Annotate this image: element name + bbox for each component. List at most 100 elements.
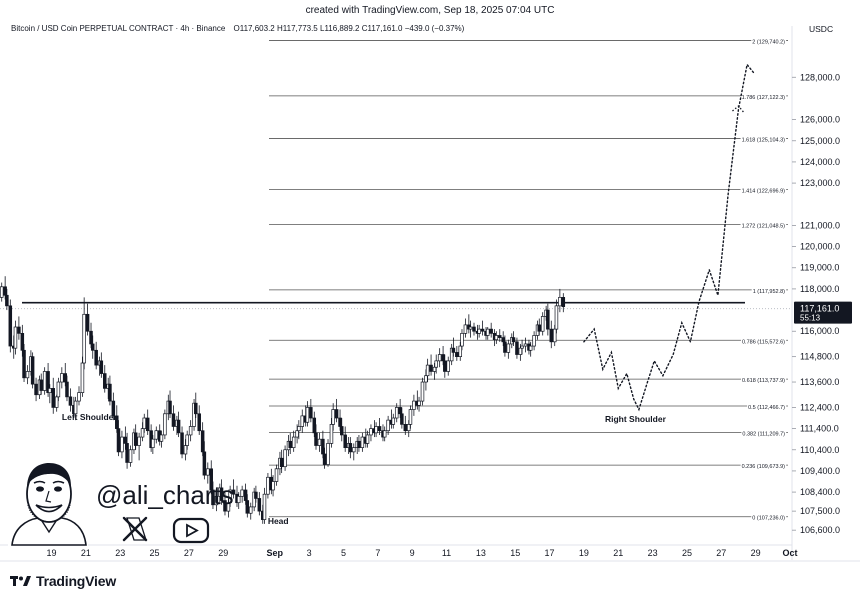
candle-body <box>42 371 47 391</box>
fib-label-bg <box>740 464 787 471</box>
candle-body <box>329 424 334 444</box>
candle-body <box>520 345 524 349</box>
x-tick-label: 21 <box>81 548 91 558</box>
candle-body <box>343 434 347 448</box>
candle-body <box>108 383 112 402</box>
candle-body <box>125 443 129 463</box>
avatar-nose <box>45 490 52 503</box>
currency-label[interactable]: USDC <box>809 24 834 34</box>
candle-body <box>3 286 7 296</box>
x-tick-label: 3 <box>307 548 312 558</box>
candle-body <box>116 428 121 453</box>
candle-body <box>128 449 133 463</box>
candle-body <box>13 326 18 349</box>
fib-level-label: 0.618 (113,737.9) <box>742 378 785 384</box>
candle-body <box>360 436 365 448</box>
candle-body <box>429 364 433 372</box>
symbol-title[interactable]: Bitcoin / USD Coin PERPETUAL CONTRACT · … <box>11 24 226 33</box>
x-tick-label: 23 <box>115 548 125 558</box>
fib-label-bg <box>751 39 787 46</box>
tradingview-logo-text: TradingView <box>36 573 117 589</box>
fib-label-bg <box>740 223 787 230</box>
candle-body <box>432 366 437 372</box>
candle-body <box>56 381 61 398</box>
candle-body <box>425 364 430 377</box>
avatar-right-eye <box>54 486 62 492</box>
candle-body <box>200 430 205 453</box>
candle-body <box>283 449 287 468</box>
candle-body <box>103 373 107 389</box>
y-tick-label: 110,400.0 <box>800 445 839 455</box>
candle-body <box>480 328 485 332</box>
fib-label-bg <box>751 515 787 522</box>
x-tick-label: 13 <box>476 548 486 558</box>
candle-body <box>400 413 404 425</box>
candle-body <box>561 297 566 308</box>
y-tick-label: 111,400.0 <box>800 424 839 434</box>
candle-body <box>274 468 279 482</box>
fib-level-label: 0.236 (109,673.9) <box>742 464 786 470</box>
candle-body <box>300 415 305 427</box>
candle-body <box>60 373 64 383</box>
candle-body <box>228 489 232 504</box>
candle-body <box>142 417 147 429</box>
fib-level-label: 1.414 (122,696.9) <box>742 189 786 195</box>
fib-label-bg <box>741 431 787 438</box>
fib-label-bg <box>740 94 787 101</box>
x-tick-label: 19 <box>47 548 57 558</box>
youtube-play-icon <box>186 523 199 538</box>
candle-body <box>511 337 516 343</box>
y-tick-label: 108,400.0 <box>800 487 840 497</box>
candle-body <box>348 443 353 453</box>
candle-body <box>159 434 164 442</box>
symbol-header: Bitcoin / USD Coin PERPETUAL CONTRACT · … <box>11 24 464 33</box>
candle-body <box>455 352 459 357</box>
fib-level-label: 1.272 (121,048.5) <box>742 223 786 229</box>
y-tick-label: 114,800.0 <box>800 352 839 362</box>
y-tick-label: 123,000.0 <box>800 178 840 188</box>
candle-body <box>417 400 421 406</box>
candle-body <box>279 457 284 468</box>
candle-body <box>540 316 545 332</box>
avatar-beard <box>27 504 71 523</box>
candle-body <box>30 356 35 385</box>
candle-body <box>140 428 145 438</box>
candle-body <box>523 343 528 347</box>
ohlc-change: −439.0 (−0.37%) <box>404 24 465 33</box>
candle-body <box>403 424 408 432</box>
candle-body <box>291 436 296 448</box>
y-tick-label: 112,400.0 <box>800 402 839 412</box>
tradingview-logo-icon <box>10 576 31 586</box>
candle-body <box>506 343 511 353</box>
candle-body <box>206 468 210 476</box>
candle-body <box>340 426 344 436</box>
candle-body <box>123 436 128 444</box>
candle-body <box>463 324 468 334</box>
candle-body <box>386 419 390 432</box>
pattern-label: Head <box>268 516 289 526</box>
tradingview-logo[interactable]: TradingView <box>10 573 116 589</box>
candle-body <box>266 476 270 495</box>
candle-body <box>0 286 4 298</box>
candle-body <box>382 430 387 438</box>
candle-body <box>63 373 68 383</box>
x-tick-label: 25 <box>150 548 160 558</box>
candle-body <box>434 360 438 368</box>
candle-body <box>145 417 150 432</box>
last-price-badge <box>794 301 852 324</box>
candle-body <box>77 392 81 402</box>
candle-body <box>552 328 557 343</box>
y-tick-label: 107,500.0 <box>800 506 840 516</box>
candle-body <box>322 453 327 465</box>
y-tick-label: 109,400.0 <box>800 466 840 476</box>
candle-body <box>176 419 181 434</box>
fib-level-label: 1.618 (125,104.3) <box>742 138 786 144</box>
candle-body <box>99 360 104 374</box>
candle-body <box>163 413 167 436</box>
x-tick-label: Oct <box>782 548 797 558</box>
candle-body <box>424 375 428 383</box>
candle-body <box>133 432 138 446</box>
candle-body <box>460 333 464 347</box>
x-tick-label: 5 <box>341 548 346 558</box>
